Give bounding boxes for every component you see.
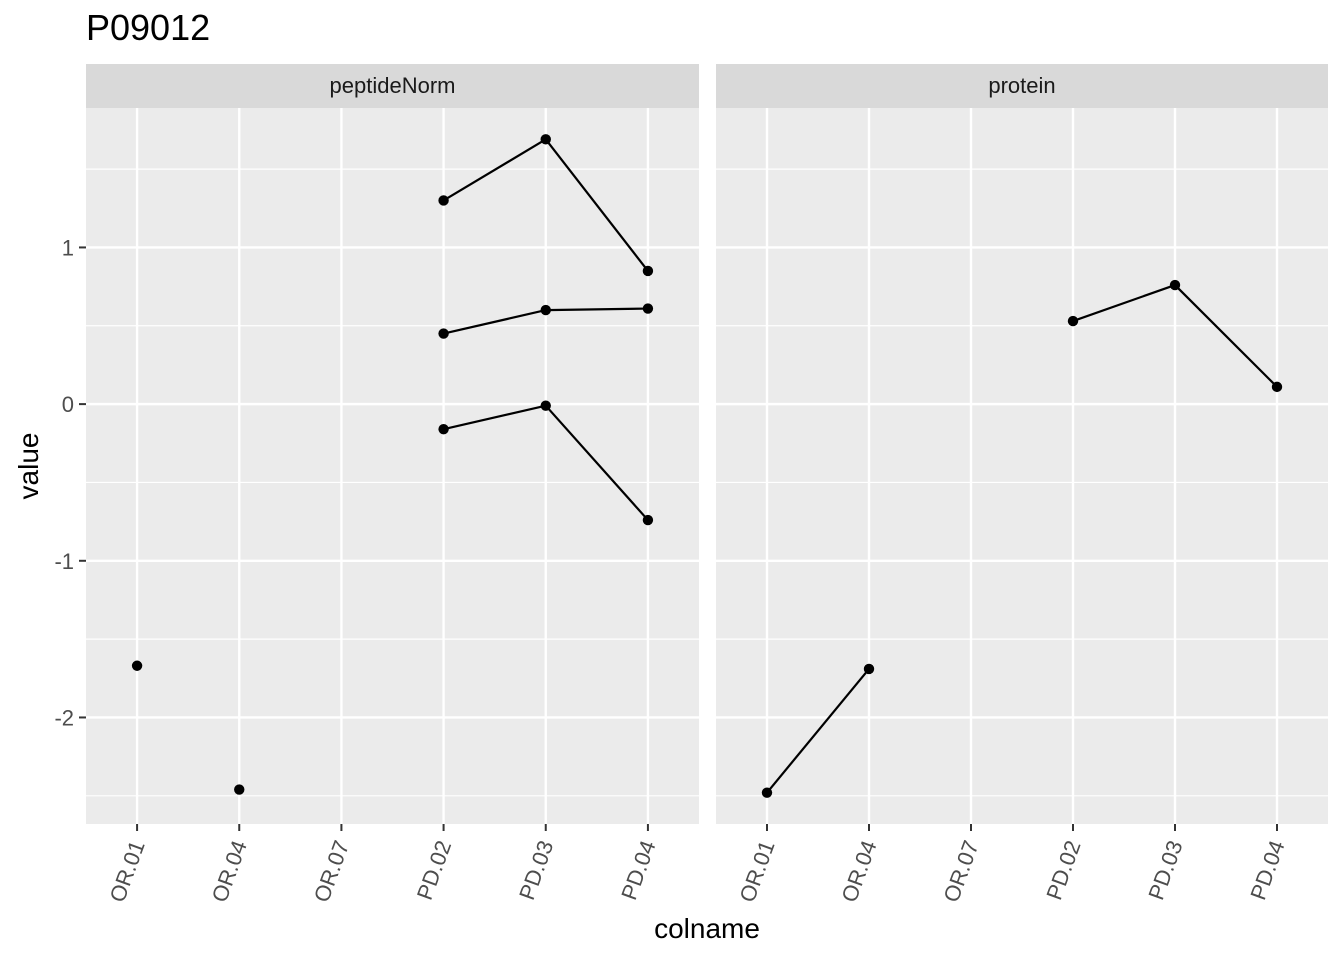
x-tick-label: PD.03 (514, 837, 558, 903)
data-point (438, 195, 449, 206)
data-point (1271, 381, 1283, 393)
data-point (234, 784, 245, 795)
y-tick-label: -2 (54, 705, 74, 730)
facet-strip-label: peptideNorm (330, 73, 456, 98)
data-point (438, 328, 449, 339)
x-tick-label: OR.01 (734, 837, 779, 905)
y-axis: -2 -1 0 1 (54, 235, 86, 730)
series-line (766, 668, 870, 794)
data-point (863, 663, 875, 675)
data-point (131, 660, 143, 671)
x-tick-label: PD.02 (1041, 837, 1085, 903)
data-point (540, 304, 551, 316)
facet-strip (716, 64, 1328, 108)
x-tick-label: OR.07 (309, 837, 354, 905)
x-tick-label: OR.01 (105, 837, 150, 905)
data-point (642, 265, 654, 277)
data-point (540, 134, 551, 145)
x-tick-label: OR.04 (836, 837, 881, 905)
x-tick-label: OR.07 (938, 837, 983, 905)
data-point (761, 787, 773, 798)
data-point (438, 423, 449, 435)
x-tick-label: PD.03 (1143, 837, 1187, 903)
panel-background (86, 108, 699, 824)
facet-panel: peptideNorm OR.01 OR.04 OR.07 PD.02 PD.03 PD.0… (86, 64, 699, 905)
facet-panel: protein OR.01 OR.04 OR.07 PD.02 PD.03 PD.04 (716, 64, 1328, 905)
chart-title: P09012 (86, 7, 210, 48)
y-axis-title: value (13, 433, 44, 500)
x-tick-label: PD.04 (616, 837, 660, 903)
y-tick-label: -1 (54, 549, 74, 574)
facets: peptideNorm OR.01 OR.04 OR.07 PD.02 PD.03 PD.0… (86, 64, 1328, 905)
panel-background (716, 108, 1328, 824)
facet-strip (86, 64, 699, 108)
x-tick-label: PD.02 (412, 837, 456, 903)
data-point (540, 400, 551, 411)
x-tick-label: PD.04 (1245, 837, 1289, 903)
data-point (1067, 315, 1079, 327)
facet-strip-label: protein (988, 73, 1055, 98)
x-tick-label: OR.04 (207, 837, 252, 905)
y-tick-label: 1 (62, 235, 74, 260)
data-point (642, 514, 654, 526)
data-point (1169, 279, 1181, 291)
x-axis-title: colname (654, 913, 760, 944)
data-point (642, 303, 654, 314)
y-tick-label: 0 (62, 392, 74, 417)
